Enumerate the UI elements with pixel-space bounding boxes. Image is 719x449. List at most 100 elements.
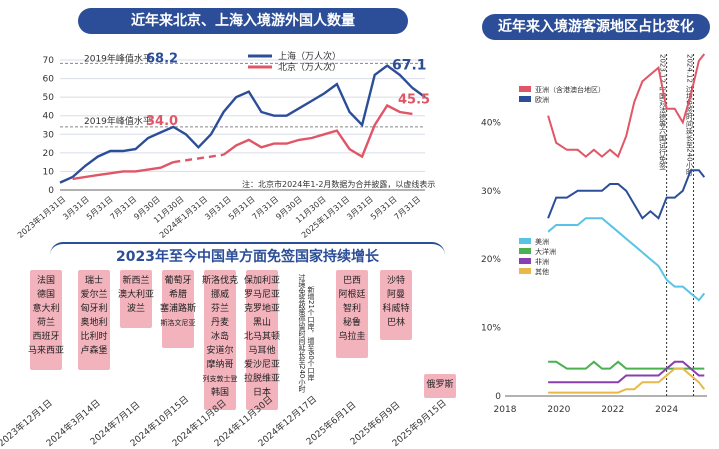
legend-label: 欧洲 xyxy=(535,95,549,104)
y-tick-label: 30% xyxy=(481,187,501,197)
legend-swatch xyxy=(519,86,531,92)
y-tick-label: 10% xyxy=(481,324,501,334)
series-line xyxy=(548,360,705,384)
legend-label: 其他 xyxy=(535,267,549,276)
series-line xyxy=(548,367,706,394)
visa-column: 法国 德国 意大利 荷兰 西班牙 马来西亚 xyxy=(28,270,64,370)
visa-country: 秘鲁 xyxy=(342,318,361,328)
visa-country: 德国 xyxy=(36,290,55,300)
y-tick-label: 0 xyxy=(495,392,501,402)
y-tick-label: 20 xyxy=(43,149,55,159)
bj-peak-value: 34.0 xyxy=(146,114,178,129)
visa-panel-title: 2023年至今中国单方面免签国家持续增长 xyxy=(50,242,445,268)
visa-country: 罗马尼亚 xyxy=(244,290,281,300)
visa-country: 摩纳哥 xyxy=(206,360,234,370)
visa-country: 法国 xyxy=(36,276,55,286)
visa-country: 阿曼 xyxy=(386,290,405,300)
visa-country: 匈牙利 xyxy=(80,304,108,314)
visa-country: 巴西 xyxy=(342,276,361,286)
visa-country: 黑山 xyxy=(252,318,271,328)
y-tick-label: 40 xyxy=(43,112,55,122)
x-tick-label: 2020 xyxy=(547,405,570,415)
visa-country: 斯洛文尼亚 xyxy=(160,319,196,327)
visa-country: 列支敦士登 xyxy=(202,375,238,383)
y-tick-label: 0 xyxy=(48,186,54,196)
visa-column: 新西兰 澳大利亚 波兰 xyxy=(118,270,155,328)
visa-country: 丹麦 xyxy=(210,318,229,328)
event-label: 2024.12 过境免签时间延长至240小时 xyxy=(686,54,694,176)
visa-country: 沙特 xyxy=(386,276,405,286)
source-region-chart: 0 10% 20% 30% 40% 2018 2020 2022 2024 2023.12 中国对… xyxy=(481,53,707,415)
sh-peak-label: 2019年峰值水平 xyxy=(84,52,152,64)
visa-column: 保加利亚 罗马尼亚 克罗地亚 黑山 北马其顿 马耳他 爱沙尼亚 拉脱维亚 日本 xyxy=(244,270,281,410)
visa-country: 爱尔兰 xyxy=(80,290,108,300)
visa-country: 冰岛 xyxy=(210,332,229,342)
visa-country: 乌拉圭 xyxy=(338,332,366,342)
visa-column: 俄罗斯 xyxy=(424,374,456,398)
legend-label: 大洋洲 xyxy=(535,247,556,256)
visa-country: 卢森堡 xyxy=(80,346,108,356)
visa-country: 巴林 xyxy=(386,318,405,328)
legend-swatch xyxy=(519,268,531,274)
visa-country: 爱沙尼亚 xyxy=(244,360,281,370)
visa-country: 澳大利亚 xyxy=(118,290,155,300)
sh-last-value: 67.1 xyxy=(392,57,427,73)
legend-label: 北京（万人次） xyxy=(278,61,341,73)
visa-country: 保加利亚 xyxy=(244,276,281,286)
visa-country: 奥地利 xyxy=(80,318,108,328)
series-line xyxy=(547,217,706,302)
visa-country: 北马其顿 xyxy=(244,332,281,342)
legend-label: 上海（万人次） xyxy=(278,50,341,62)
y-tick-label: 30 xyxy=(43,130,55,140)
chart-note: 注：北京市2024年1-2月数据为合并披露，以虚线表示 xyxy=(242,179,435,189)
visa-country: 智利 xyxy=(342,304,361,314)
visa-country: 俄罗斯 xyxy=(426,380,454,390)
x-tick-label: 2018 xyxy=(494,405,517,415)
visa-country: 挪威 xyxy=(210,290,229,300)
y-tick-label: 40% xyxy=(481,118,501,128)
series-dashed-beijing xyxy=(173,153,224,164)
x-tick-label: 2022 xyxy=(601,405,624,415)
series-line xyxy=(548,360,705,370)
visa-country: 塞浦路斯 xyxy=(160,304,197,314)
series-line-beijing xyxy=(222,103,413,159)
visa-country: 安道尔 xyxy=(206,346,234,356)
visa-column: 巴西 阿根廷 智利 秘鲁 乌拉圭 xyxy=(336,270,368,358)
visa-country: 新增21个口岸，增至60个口岸 xyxy=(307,285,315,381)
visa-country: 科威特 xyxy=(382,304,410,314)
series-line xyxy=(547,169,706,220)
legend-swatch xyxy=(519,258,531,264)
visa-country: 斯洛伐克 xyxy=(202,276,239,286)
chart2-title-banner: 近年来入境游客源地区占比变化 xyxy=(482,14,710,40)
x-tick-label: 2024 xyxy=(655,405,678,415)
legend-label: 美洲 xyxy=(535,237,549,246)
legend-swatch xyxy=(519,238,531,244)
visa-column: 葡萄牙 希腊 塞浦路斯 斯洛文尼亚 xyxy=(160,270,197,348)
visa-column: 斯洛伐克挪威芬兰丹麦冰岛安道尔摩纳哥列支敦士登韩国 xyxy=(202,270,239,410)
y-tick-label: 60 xyxy=(43,75,55,85)
y-tick-label: 20% xyxy=(481,255,501,265)
visa-country: 克罗地亚 xyxy=(244,304,281,314)
series-line-beijing xyxy=(72,161,174,181)
visa-column: 沙特 阿曼 科威特 巴林 xyxy=(380,270,412,340)
visa-country: 过境免签政策停留时间延长至240小时 xyxy=(298,274,306,393)
series-line-shanghai xyxy=(59,64,426,184)
visa-country: 波兰 xyxy=(126,304,145,314)
legend-swatch xyxy=(519,248,531,254)
visa-country: 西班牙 xyxy=(32,332,60,342)
visa-column: 过境免签政策停留时间延长至240小时 新增21个口岸，增至60个口岸 xyxy=(290,270,322,392)
y-tick-label: 70 xyxy=(43,56,55,66)
event-label: 2023.12 中国对法德等六国试行免签 xyxy=(659,54,667,169)
legend-label: 亚洲（含港澳台地区） xyxy=(535,85,605,94)
x-tick-label: 7月31日 xyxy=(393,195,423,222)
visa-country: 意大利 xyxy=(32,304,60,314)
y-tick-label: 10 xyxy=(43,167,55,177)
visa-country: 韩国 xyxy=(210,388,229,398)
bj-last-value: 45.5 xyxy=(398,93,430,108)
visa-country: 瑞士 xyxy=(84,276,103,286)
visa-country: 日本 xyxy=(252,388,271,398)
chart1-title-banner: 近年来北京、上海入境游外国人数量 xyxy=(78,8,408,34)
visa-country: 新西兰 xyxy=(122,276,150,286)
visa-country: 芬兰 xyxy=(210,304,229,314)
